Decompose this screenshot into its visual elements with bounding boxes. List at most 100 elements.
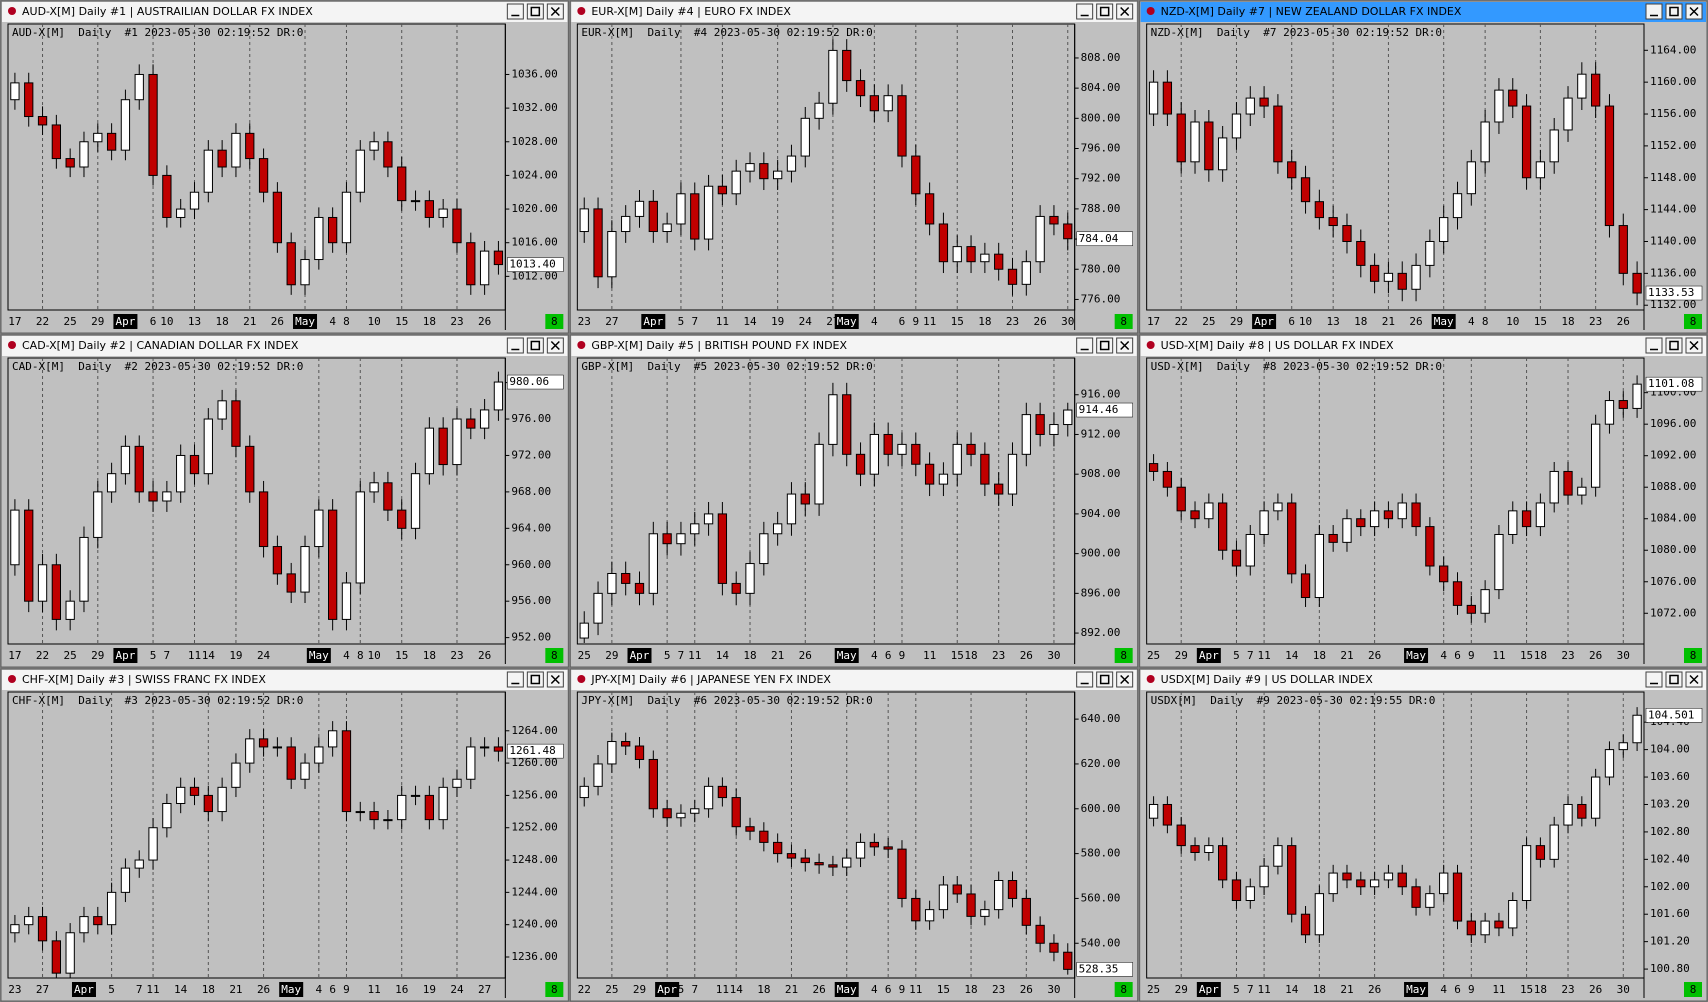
minimize-button[interactable] — [1645, 337, 1663, 354]
minimize-button[interactable] — [506, 337, 524, 354]
x-tick-label: 11 — [1257, 983, 1270, 996]
last-price-label: 528.35 — [1079, 962, 1119, 975]
y-tick-label: 1152.00 — [1650, 139, 1696, 152]
y-tick-label: 1248.00 — [511, 853, 557, 866]
x-tick-label: 9 — [912, 315, 919, 328]
chart-header: NZD-X[M] Daily #7 2023-05-30 02:19:52 DR… — [1151, 26, 1442, 39]
minimize-button[interactable] — [1076, 337, 1094, 354]
minimize-button[interactable] — [1645, 671, 1663, 688]
y-tick-label: 1080.00 — [1650, 543, 1696, 556]
candle-body — [286, 746, 296, 780]
status-badge-text: 8 — [1690, 649, 1697, 662]
window-title: GBP-X[M] Daily #5 | BRITISH POUND FX IND… — [591, 339, 847, 352]
x-tick-label: 4 — [871, 315, 878, 328]
window-icon — [8, 341, 16, 349]
candle-body — [1618, 742, 1628, 751]
x-tick-label: 14 — [743, 315, 757, 328]
close-button-glyph — [550, 340, 560, 351]
x-tick-label: 18 — [1534, 649, 1547, 662]
candle-body — [773, 523, 783, 535]
x-tick-label: 15 — [1534, 315, 1547, 328]
x-tick-label: 22 — [36, 315, 49, 328]
candle-body — [203, 149, 213, 193]
candle-body — [466, 242, 476, 286]
x-tick-label: 29 — [605, 649, 618, 662]
y-tick-label: 800.00 — [1081, 111, 1121, 124]
minimize-button[interactable] — [1076, 671, 1094, 688]
x-tick-label: 21 — [1340, 649, 1353, 662]
y-tick-label: 976.00 — [511, 412, 551, 425]
y-tick-label: 640.00 — [1081, 712, 1121, 725]
maximize-button[interactable] — [526, 3, 544, 20]
candle-body — [883, 846, 893, 850]
month-marker — [113, 314, 138, 329]
candle-body — [814, 862, 824, 866]
candle-body — [341, 191, 352, 244]
candle-body — [1190, 121, 1200, 163]
candle-body — [1466, 604, 1476, 614]
candle-body — [1204, 502, 1214, 520]
minimize-button[interactable] — [1645, 3, 1663, 20]
x-tick-label: 17 — [1147, 315, 1160, 328]
x-tick-label: 23 — [450, 649, 463, 662]
candle-body — [272, 546, 283, 575]
candle-body — [1259, 510, 1269, 535]
maximize-button[interactable] — [1665, 3, 1683, 20]
candle-body — [1591, 776, 1601, 819]
candle-body — [786, 155, 797, 172]
candle-body — [1356, 518, 1366, 528]
x-tick-label: 18 — [964, 649, 977, 662]
x-tick-label: 7 — [691, 983, 698, 996]
candle-body — [883, 433, 893, 455]
x-tick-label: 29 — [91, 315, 104, 328]
maximize-button[interactable] — [1665, 671, 1683, 688]
x-tick-label: 17 — [8, 649, 21, 662]
candle-body — [1204, 845, 1214, 853]
candle-body — [369, 482, 379, 493]
x-tick-label: 5 — [1233, 649, 1240, 662]
title-bar — [571, 670, 1137, 690]
x-tick-label: 22 — [1175, 315, 1188, 328]
x-tick-label: 26 — [799, 649, 812, 662]
minimize-button[interactable] — [506, 3, 524, 20]
minimize-button[interactable] — [1076, 3, 1094, 20]
candle-body — [1342, 225, 1352, 242]
maximize-button[interactable] — [1096, 3, 1114, 20]
maximize-button[interactable] — [1665, 337, 1683, 354]
last-price-label: 784.04 — [1079, 232, 1119, 245]
candle-body — [1425, 893, 1435, 908]
y-tick-label: 792.00 — [1081, 172, 1121, 185]
candle-body — [1466, 161, 1476, 195]
x-tick-label: 21 — [771, 649, 784, 662]
last-price-label: 1013.40 — [509, 258, 555, 271]
chart-window: GBP-X[M] Daily #5 | BRITISH POUND FX IND… — [569, 334, 1139, 668]
x-tick-label: 25 — [1147, 649, 1160, 662]
title-bar — [2, 670, 568, 690]
candle-body — [1604, 400, 1615, 425]
x-tick-label: 4 — [871, 983, 878, 996]
candle-body — [286, 242, 296, 286]
maximize-button[interactable] — [526, 337, 544, 354]
candle-body — [745, 563, 755, 594]
candle-body — [410, 473, 421, 529]
candle-body — [980, 253, 990, 263]
candle-body — [952, 443, 962, 475]
candle-body — [1259, 865, 1269, 888]
x-tick-label: 24 — [450, 983, 464, 996]
candle-body — [300, 546, 310, 593]
maximize-button[interactable] — [526, 671, 544, 688]
x-tick-label: 11 — [923, 315, 936, 328]
x-tick-label: 18 — [216, 315, 229, 328]
status-badge — [545, 982, 564, 997]
maximize-button[interactable] — [1096, 337, 1114, 354]
candle-body — [966, 443, 976, 455]
chart-header: USDX[M] Daily #9 2023-05-30 02:19:55 DR:… — [1151, 694, 1436, 707]
x-tick-label: 25 — [578, 649, 591, 662]
x-tick-label: 11 — [367, 983, 380, 996]
window-title: CAD-X[M] Daily #2 | CANADIAN DOLLAR FX I… — [22, 339, 299, 352]
candle-body — [383, 141, 393, 168]
minimize-button[interactable] — [506, 671, 524, 688]
candle-body — [1508, 89, 1518, 107]
chart-window: USDX[M] Daily #9 | US DOLLAR INDEX 25 29 Ap… — [1139, 668, 1708, 1002]
maximize-button[interactable] — [1096, 671, 1114, 688]
